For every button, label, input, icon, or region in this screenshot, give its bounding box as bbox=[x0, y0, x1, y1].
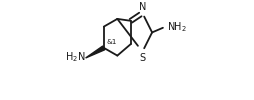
Text: &1: &1 bbox=[106, 40, 117, 46]
Text: S: S bbox=[139, 53, 146, 63]
Polygon shape bbox=[86, 46, 105, 58]
Text: NH$_2$: NH$_2$ bbox=[167, 20, 186, 34]
Text: N: N bbox=[139, 2, 146, 12]
Text: H$_2$N: H$_2$N bbox=[65, 51, 86, 64]
